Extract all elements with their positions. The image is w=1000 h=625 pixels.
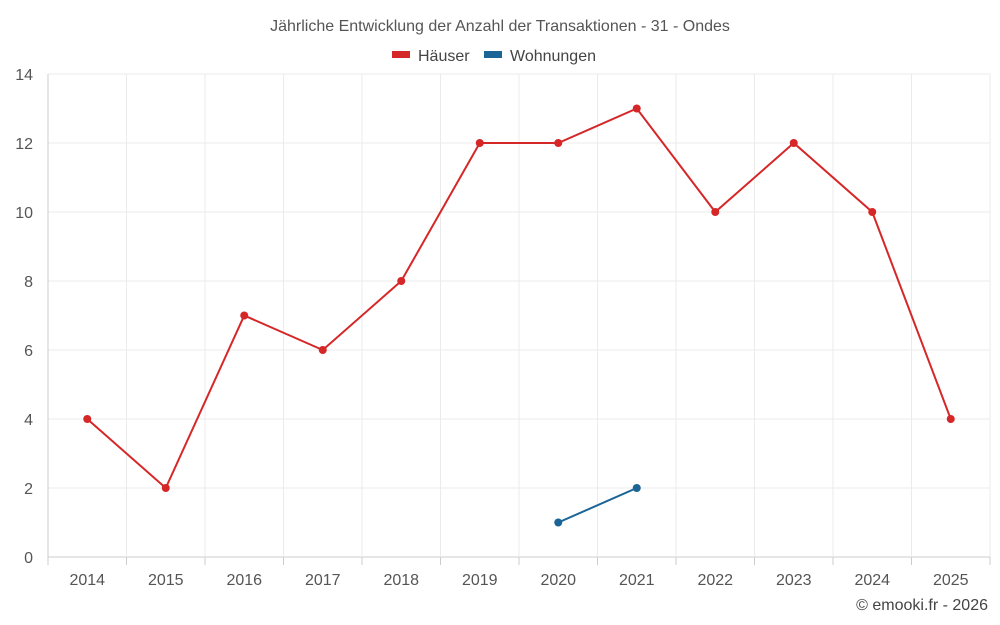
x-axis: 2014 2015 2016 2017 2018 2019 2020 2021 2022 2023… xyxy=(69,572,968,589)
legend-label-0: Häuser xyxy=(418,48,470,65)
y-tick-label-4: 8 xyxy=(24,274,33,291)
x-tick-label-2019: 2019 xyxy=(462,572,498,589)
data-point-0-2025[interactable] xyxy=(946,415,955,423)
x-tick-label-2021: 2021 xyxy=(619,572,655,589)
grid xyxy=(47,73,991,565)
data-point-0-2020[interactable] xyxy=(554,139,563,147)
legend-swatch-1 xyxy=(484,51,502,58)
data-point-1-2021[interactable] xyxy=(632,484,641,492)
credit-text: © emooki.fr - 2026 xyxy=(856,597,988,614)
x-tick-label-2024: 2024 xyxy=(854,572,890,589)
chart-title: Jährliche Entwicklung der Anzahl der Tra… xyxy=(270,18,730,35)
data-point-0-2016[interactable] xyxy=(240,311,249,320)
x-tick-label-2023: 2023 xyxy=(776,572,812,589)
x-tick-label-2014: 2014 xyxy=(69,572,105,589)
x-tick-label-2020: 2020 xyxy=(540,572,576,589)
legend-label-1: Wohnungen xyxy=(510,48,596,65)
y-tick-label-3: 6 xyxy=(24,343,33,360)
legend: Häuser Wohnungen xyxy=(392,48,596,65)
y-tick-label-2: 4 xyxy=(24,412,33,429)
x-tick-label-2025: 2025 xyxy=(933,572,969,589)
series-line-1 xyxy=(557,487,638,524)
data-point-0-2015[interactable] xyxy=(161,484,170,492)
y-tick-label-6: 12 xyxy=(15,136,33,153)
series-group xyxy=(83,104,955,527)
data-point-0-2019[interactable] xyxy=(475,139,484,147)
x-tick-label-2022: 2022 xyxy=(697,572,733,589)
x-tick-label-2016: 2016 xyxy=(226,572,262,589)
data-point-0-2017[interactable] xyxy=(318,346,327,354)
data-point-0-2018[interactable] xyxy=(397,277,406,285)
legend-swatch-0 xyxy=(392,51,410,58)
data-point-0-2014[interactable] xyxy=(83,415,92,423)
y-tick-label-0: 0 xyxy=(24,550,33,567)
data-point-0-2021[interactable] xyxy=(632,104,641,113)
y-tick-label-1: 2 xyxy=(24,481,33,498)
series-line-0 xyxy=(86,107,952,490)
data-point-0-2022[interactable] xyxy=(711,208,720,216)
y-tick-label-7: 14 xyxy=(15,67,33,84)
data-point-0-2023[interactable] xyxy=(789,139,798,147)
data-point-1-2020[interactable] xyxy=(554,518,563,527)
x-tick-label-2018: 2018 xyxy=(383,572,419,589)
data-point-0-2024[interactable] xyxy=(868,208,877,216)
x-tick-label-2015: 2015 xyxy=(148,572,184,589)
x-tick-label-2017: 2017 xyxy=(305,572,341,589)
y-axis: 0 2 4 6 8 10 12 14 xyxy=(15,67,33,567)
y-tick-label-5: 10 xyxy=(15,205,33,222)
